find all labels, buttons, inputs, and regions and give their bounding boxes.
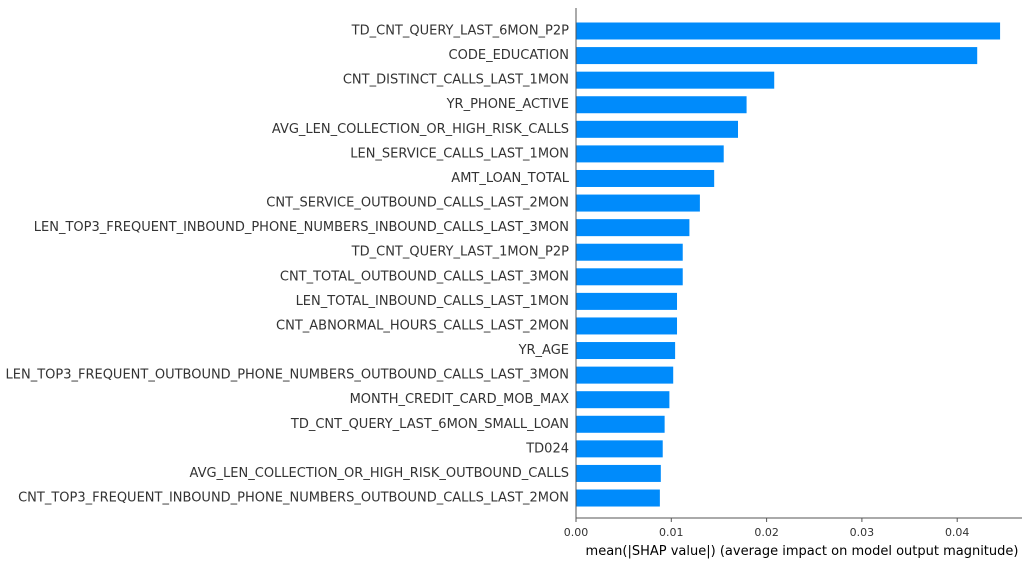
category-label: LEN_SERVICE_CALLS_LAST_1MON bbox=[350, 146, 569, 161]
bar-avg-len-collection-or-high-risk-calls bbox=[576, 120, 739, 138]
bar-cnt-service-outbound-calls-last-2mon bbox=[576, 194, 700, 212]
category-labels: TD_CNT_QUERY_LAST_6MON_P2P CODE_EDUCATION… bbox=[6, 24, 570, 506]
category-label: LEN_TOTAL_INBOUND_CALLS_LAST_1MON bbox=[296, 294, 569, 309]
x-tick-label: 0.04 bbox=[945, 526, 970, 539]
bar-yr-phone-active bbox=[576, 96, 747, 114]
bar-month-credit-card-mob-max bbox=[576, 391, 670, 409]
bar-cnt-abnormal-hours-calls-last-2mon bbox=[576, 317, 678, 335]
bar-amt-loan-total bbox=[576, 169, 715, 187]
bar-td024 bbox=[576, 440, 663, 458]
category-label: YR_AGE bbox=[518, 343, 569, 358]
category-label: YR_PHONE_ACTIVE bbox=[446, 97, 569, 112]
category-label: TD024 bbox=[525, 441, 569, 456]
category-label: LEN_TOP3_FREQUENT_OUTBOUND_PHONE_NUMBERS… bbox=[6, 368, 569, 383]
category-label: CNT_TOTAL_OUTBOUND_CALLS_LAST_3MON bbox=[280, 269, 569, 284]
bar-yr-age bbox=[576, 342, 676, 360]
x-tick-label: 0.03 bbox=[850, 526, 875, 539]
bar-cnt-top3-frequent-inbound-phone-numbers-outbound-calls-last-2mon bbox=[576, 489, 660, 507]
category-label: CNT_TOP3_FREQUENT_INBOUND_PHONE_NUMBERS_… bbox=[18, 491, 569, 506]
category-label: LEN_TOP3_FREQUENT_INBOUND_PHONE_NUMBERS_… bbox=[34, 220, 569, 235]
bar-td-cnt-query-last-6mon-p2p bbox=[576, 22, 1001, 40]
bar-len-total-inbound-calls-last-1mon bbox=[576, 292, 678, 310]
bar-cnt-distinct-calls-last-1mon bbox=[576, 71, 775, 89]
x-tick-label: 0.01 bbox=[659, 526, 684, 539]
category-label: AVG_LEN_COLLECTION_OR_HIGH_RISK_CALLS bbox=[272, 122, 569, 137]
x-tick-label: 0.02 bbox=[754, 526, 779, 539]
category-label: CNT_DISTINCT_CALLS_LAST_1MON bbox=[343, 73, 569, 88]
bar-td-cnt-query-last-1mon-p2p bbox=[576, 243, 683, 261]
category-label: MONTH_CREDIT_CARD_MOB_MAX bbox=[350, 392, 569, 407]
category-label: CODE_EDUCATION bbox=[449, 48, 569, 63]
bar-len-service-calls-last-1mon bbox=[576, 145, 724, 163]
x-ticks: 0.00 0.01 0.02 0.03 0.04 bbox=[564, 518, 970, 539]
x-axis-title: mean(|SHAP value|) (average impact on mo… bbox=[586, 544, 1019, 559]
category-label: CNT_SERVICE_OUTBOUND_CALLS_LAST_2MON bbox=[266, 196, 569, 211]
category-label: AVG_LEN_COLLECTION_OR_HIGH_RISK_OUTBOUND… bbox=[190, 466, 569, 481]
bar-avg-len-collection-or-high-risk-outbound-calls bbox=[576, 464, 661, 482]
bars-group bbox=[576, 22, 1001, 507]
bar-code-education bbox=[576, 47, 978, 65]
x-tick-label: 0.00 bbox=[564, 526, 589, 539]
category-label: TD_CNT_QUERY_LAST_1MON_P2P bbox=[351, 245, 569, 260]
category-label: TD_CNT_QUERY_LAST_6MON_SMALL_LOAN bbox=[290, 417, 569, 432]
bar-len-top3-frequent-outbound-phone-numbers-outbound-calls-last-3mon bbox=[576, 366, 674, 384]
bar-len-top3-frequent-inbound-phone-numbers-inbound-calls-last-3mon bbox=[576, 219, 690, 237]
bar-td-cnt-query-last-6mon-small-loan bbox=[576, 415, 665, 433]
bar-cnt-total-outbound-calls-last-3mon bbox=[576, 268, 683, 286]
category-label: AMT_LOAN_TOTAL bbox=[451, 171, 569, 186]
category-label: CNT_ABNORMAL_HOURS_CALLS_LAST_2MON bbox=[276, 318, 569, 333]
category-label: TD_CNT_QUERY_LAST_6MON_P2P bbox=[351, 24, 569, 39]
